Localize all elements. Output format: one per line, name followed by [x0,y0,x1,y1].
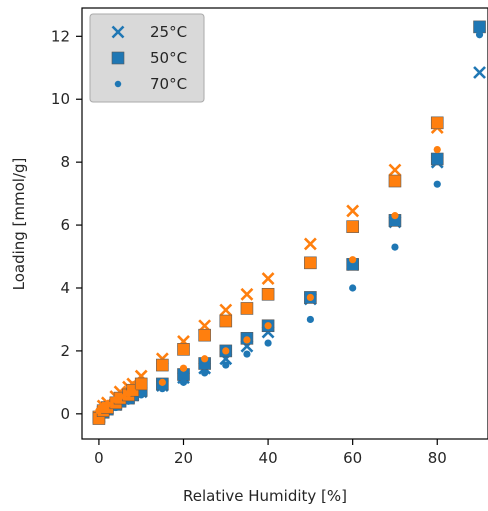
legend-marker-stroke [111,25,125,39]
data-point [261,272,275,285]
data-point-stroke [219,303,233,317]
legend-entry-label: 25°C [150,23,187,41]
data-point [243,350,251,358]
x-tick-label: 80 [428,449,447,467]
y-tick-label: 4 [60,279,70,297]
data-point [222,361,230,369]
data-point [198,328,211,342]
data-point [475,31,484,39]
data-point [349,256,357,264]
legend-marker [111,51,125,65]
data-point [346,204,360,218]
data-point-stroke [261,272,275,285]
x-tick-label: 0 [94,449,104,467]
series-5 [92,116,444,425]
data-point [346,220,359,233]
data-point [473,66,486,79]
data-point [95,407,103,415]
legend-box [89,13,205,103]
data-point [430,116,444,130]
data-point [473,20,486,34]
data-point [177,343,190,356]
y-axis-label: Loading [mmol/g] [10,158,28,291]
data-point [391,212,399,220]
data-point [137,391,145,399]
data-point [201,369,209,377]
legend-marker [114,80,122,88]
data-point [433,145,441,154]
data-point [129,388,137,396]
data-point [264,339,272,347]
data-point [201,355,209,363]
data-point [306,315,314,324]
legend-entry-label: 50°C [150,49,187,67]
x-axis: 0 20 40 60 80 [94,439,447,467]
x-axis-label: Relative Humidity [%] [183,487,347,505]
data-point [388,174,402,188]
data-point-stroke [346,204,360,218]
data-point [219,314,233,328]
data-point [240,287,254,301]
y-tick-label: 8 [60,153,70,171]
y-axis: 0 2 4 6 8 10 12 [51,27,82,423]
data-point [179,378,188,386]
plot-frame [81,7,488,440]
y-tick-label: 2 [60,342,70,360]
data-point-stroke [473,66,486,79]
legend-entry-label: 70°C [150,75,187,93]
data-point [388,163,402,177]
data-points [92,20,486,425]
data-point [264,322,272,330]
data-point [433,180,441,188]
legend-marker [111,25,125,39]
y-tick-label: 12 [51,27,70,45]
series-1 [92,66,486,424]
x-tick-label: 40 [259,449,278,467]
y-tick-label: 10 [51,90,70,108]
data-point-stroke [303,237,317,251]
data-point [156,358,169,372]
y-tick-label: 0 [60,405,70,423]
data-point [158,385,166,393]
data-point [240,302,254,315]
legend-markers [111,25,125,88]
series-4 [92,121,444,424]
data-point [219,303,233,317]
y-tick-label: 6 [60,216,70,234]
data-point-stroke [240,287,254,301]
data-point [303,237,317,251]
data-point [304,256,317,270]
data-point [349,284,357,292]
data-point [116,392,124,401]
data-point [306,293,314,302]
data-point [430,152,444,166]
x-tick-label: 60 [343,449,362,467]
data-point [137,381,145,390]
series-6 [95,145,441,415]
data-point [261,287,275,301]
x-tick-label: 20 [174,449,193,467]
data-point [391,243,399,251]
data-point [179,364,188,372]
data-point [103,400,111,408]
data-point [243,336,251,344]
legend: 25°C 50°C 70°C [89,13,205,103]
data-point-stroke [388,163,402,177]
data-point [158,378,166,386]
data-point [222,347,230,355]
